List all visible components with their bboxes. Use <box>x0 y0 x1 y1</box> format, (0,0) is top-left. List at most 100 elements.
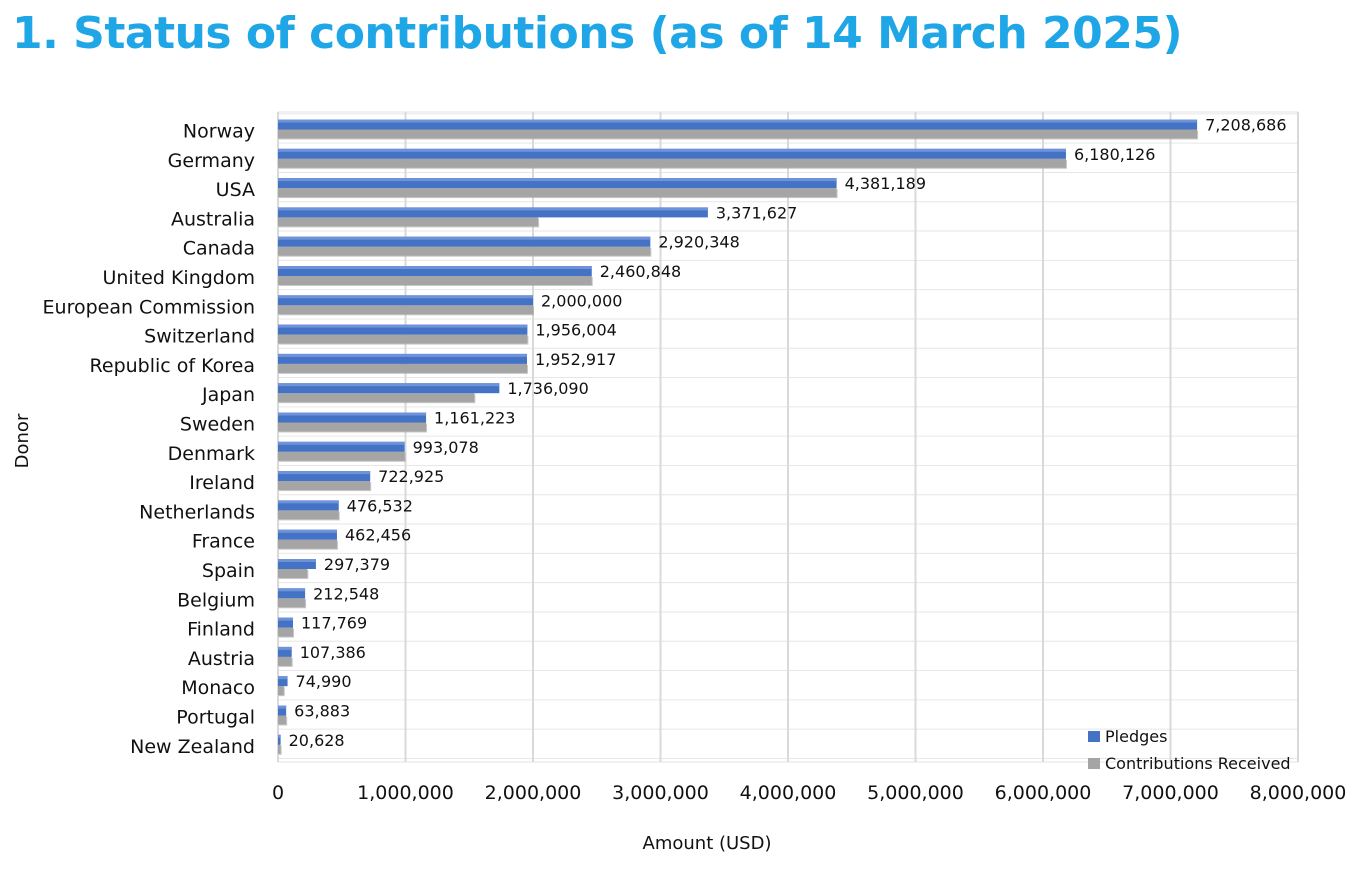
bar-pledges <box>278 734 281 745</box>
data-label: 4,381,189 <box>845 174 926 193</box>
category-label: Sweden <box>180 414 255 436</box>
x-tick-label: 4,000,000 <box>740 782 837 804</box>
data-label: 1,952,917 <box>535 350 616 369</box>
bar-pledges <box>278 646 292 657</box>
bar-pledges-highlight <box>278 471 371 475</box>
bar-contributions-received <box>278 510 339 520</box>
bar-contributions-received <box>278 305 533 315</box>
bar-pledges <box>278 178 837 189</box>
category-label: Austria <box>188 648 255 670</box>
bar-contributions-received <box>278 188 837 198</box>
data-label: 74,990 <box>296 672 352 691</box>
category-label: Australia <box>171 208 255 230</box>
category-label: Republic of Korea <box>90 355 255 377</box>
data-label: 7,208,686 <box>1205 116 1286 135</box>
bar-pledges <box>278 324 528 335</box>
bar-pledges <box>278 383 500 394</box>
bar-pledges-highlight <box>278 705 287 709</box>
bar-pledges-highlight <box>278 412 427 416</box>
x-tick-label: 2,000,000 <box>485 782 582 804</box>
bar-pledges-highlight <box>278 500 339 504</box>
legend-label-contributions: Contributions Received <box>1105 754 1291 773</box>
legend-swatch-pledges <box>1088 731 1100 742</box>
bar-pledges-highlight <box>278 383 500 387</box>
bar-pledges <box>278 676 288 687</box>
x-tick-label: 7,000,000 <box>1122 782 1219 804</box>
y-axis-label: Donor <box>12 413 33 468</box>
category-label: Denmark <box>168 443 255 465</box>
x-axis-label: Amount (USD) <box>643 833 772 854</box>
bar-pledges-highlight <box>278 324 528 328</box>
bar-pledges-highlight <box>278 266 592 269</box>
bar-pledges-highlight <box>278 236 651 240</box>
data-label: 2,000,000 <box>541 291 622 310</box>
category-label: Netherlands <box>139 501 255 523</box>
category-label: Canada <box>183 238 255 260</box>
data-label: 1,161,223 <box>434 409 515 428</box>
bar-pledges-highlight <box>278 734 281 738</box>
data-label: 117,769 <box>301 614 367 633</box>
bar-pledges <box>278 412 427 423</box>
bar-contributions-received <box>278 217 539 227</box>
legend-swatch-contributions <box>1088 758 1100 769</box>
bar-contributions-received <box>278 451 405 461</box>
x-tick-label: 1,000,000 <box>357 782 454 804</box>
bar-contributions-received <box>278 715 287 725</box>
category-label: European Commission <box>43 296 255 318</box>
category-label: Norway <box>183 121 255 143</box>
bar-pledges <box>278 266 592 276</box>
bar-pledges <box>278 705 287 716</box>
bar-pledges-highlight <box>278 207 708 211</box>
bar-pledges-highlight <box>278 295 533 299</box>
bar-contributions-received <box>278 656 292 666</box>
bar-pledges-highlight <box>278 529 337 533</box>
category-label: Finland <box>187 619 255 641</box>
data-label: 993,078 <box>413 438 479 457</box>
bar-pledges-highlight <box>278 178 837 182</box>
bar-contributions-received <box>278 422 427 432</box>
bar-pledges-highlight <box>278 148 1066 152</box>
bar-pledges <box>278 207 708 218</box>
data-label: 212,548 <box>313 584 379 603</box>
category-label: New Zealand <box>130 736 255 758</box>
page-title: 1. Status of contributions (as of 14 Mar… <box>12 8 1183 59</box>
bar-contributions-received <box>278 129 1198 139</box>
bar-pledges <box>278 295 533 306</box>
category-label: United Kingdom <box>102 267 255 289</box>
category-label: Germany <box>168 150 255 172</box>
data-label: 476,532 <box>347 496 413 515</box>
data-label: 6,180,126 <box>1074 145 1155 164</box>
bar-pledges <box>278 471 371 482</box>
bar-contributions-received <box>278 686 284 696</box>
category-label: France <box>192 531 255 553</box>
legend-label-pledges: Pledges <box>1105 727 1167 746</box>
bar-pledges-highlight <box>278 441 405 445</box>
bar-pledges-highlight <box>278 119 1198 123</box>
x-tick-label: 8,000,000 <box>1250 782 1347 804</box>
bar-contributions-received <box>278 246 651 256</box>
data-label: 2,460,848 <box>600 262 681 281</box>
x-tick-label: 6,000,000 <box>995 782 1092 804</box>
bar-pledges <box>278 236 651 247</box>
data-label: 20,628 <box>289 731 345 750</box>
data-label: 107,386 <box>300 643 366 662</box>
bar-contributions-received <box>278 276 592 285</box>
bar-contributions-received <box>278 158 1066 168</box>
bar-pledges <box>278 617 294 628</box>
category-label: Belgium <box>177 589 255 611</box>
data-label: 722,925 <box>378 467 444 486</box>
bar-pledges-highlight <box>278 676 288 680</box>
bar-contributions-received <box>278 363 527 373</box>
bar-pledges-highlight <box>278 353 527 357</box>
x-tick-label: 5,000,000 <box>867 782 964 804</box>
bar-pledges-highlight <box>278 588 306 592</box>
category-label: Portugal <box>176 707 255 729</box>
data-label: 2,920,348 <box>658 233 739 252</box>
bar-pledges <box>278 353 527 364</box>
bar-pledges-highlight <box>278 646 292 650</box>
x-tick-label: 3,000,000 <box>612 782 709 804</box>
data-label: 63,883 <box>294 702 350 721</box>
bar-contributions-received <box>278 569 308 578</box>
bar-pledges <box>278 529 337 540</box>
